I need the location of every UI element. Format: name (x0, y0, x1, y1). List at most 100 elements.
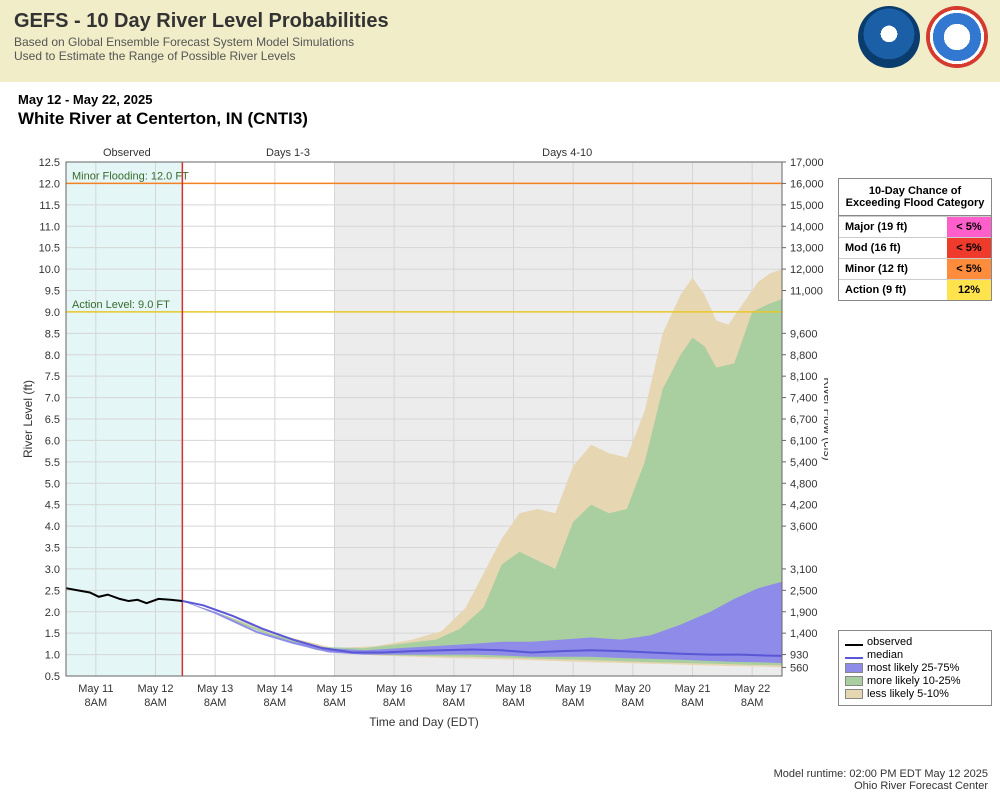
prob-row: Mod (16 ft)< 5% (839, 237, 991, 258)
svg-text:3.0: 3.0 (45, 564, 60, 576)
svg-text:5,400: 5,400 (790, 457, 818, 469)
prob-value: < 5% (947, 217, 991, 237)
legend-item: observed (845, 636, 985, 648)
station-title: White River at Centerton, IN (CNTI3) (18, 109, 1000, 129)
svg-text:May 11: May 11 (78, 683, 113, 695)
svg-text:1,900: 1,900 (790, 607, 818, 619)
svg-text:8AM: 8AM (741, 697, 764, 709)
prob-label: Minor (12 ft) (839, 259, 947, 279)
nws-logo-icon (926, 6, 988, 68)
svg-text:6.5: 6.5 (45, 414, 60, 426)
svg-text:4.5: 4.5 (45, 500, 60, 512)
svg-text:11.0: 11.0 (39, 221, 60, 233)
legend-swatch-icon (845, 657, 863, 659)
noaa-logo-icon (858, 6, 920, 68)
legend-swatch-icon (845, 644, 863, 646)
svg-text:4,800: 4,800 (790, 478, 818, 490)
svg-text:3,600: 3,600 (790, 521, 818, 533)
svg-text:2.5: 2.5 (45, 585, 60, 597)
svg-text:9.5: 9.5 (45, 286, 60, 298)
svg-text:3,100: 3,100 (790, 564, 818, 576)
svg-text:7.5: 7.5 (45, 371, 60, 383)
svg-text:560: 560 (790, 662, 808, 674)
svg-text:8AM: 8AM (204, 697, 227, 709)
svg-text:May 19: May 19 (555, 683, 591, 695)
svg-text:4,200: 4,200 (790, 500, 818, 512)
svg-text:Minor Flooding: 12.0 FT: Minor Flooding: 12.0 FT (72, 170, 189, 182)
date-range: May 12 - May 22, 2025 (18, 92, 1000, 107)
svg-text:May 15: May 15 (316, 683, 352, 695)
legend-swatch-icon (845, 689, 863, 699)
prob-value: < 5% (947, 238, 991, 258)
svg-text:6,700: 6,700 (790, 414, 818, 426)
svg-text:May 18: May 18 (495, 683, 531, 695)
legend-label: observed (867, 636, 912, 648)
svg-text:May 17: May 17 (436, 683, 472, 695)
svg-text:Days 1-3: Days 1-3 (266, 147, 310, 159)
svg-text:12.0: 12.0 (39, 178, 60, 190)
svg-text:12,000: 12,000 (790, 264, 824, 276)
header-sub2: Used to Estimate the Range of Possible R… (14, 49, 986, 63)
svg-text:11.5: 11.5 (39, 200, 60, 212)
page-title: GEFS - 10 Day River Level Probabilities (14, 10, 986, 33)
svg-text:2.0: 2.0 (45, 607, 60, 619)
svg-text:5.0: 5.0 (45, 478, 60, 490)
svg-text:9,600: 9,600 (790, 328, 818, 340)
legend-label: less likely 5-10% (867, 688, 949, 700)
svg-text:6.0: 6.0 (45, 435, 60, 447)
legend-item: more likely 10-25% (845, 675, 985, 687)
svg-text:13,000: 13,000 (790, 243, 824, 255)
legend-label: more likely 10-25% (867, 675, 961, 687)
prob-value: 12% (947, 280, 991, 300)
svg-text:8AM: 8AM (502, 697, 525, 709)
svg-text:8AM: 8AM (264, 697, 287, 709)
svg-text:15,000: 15,000 (790, 200, 824, 212)
legend-swatch-icon (845, 676, 863, 686)
svg-text:May 20: May 20 (615, 683, 651, 695)
legend-item: most likely 25-75% (845, 662, 985, 674)
svg-text:Action Level: 9.0 FT: Action Level: 9.0 FT (72, 299, 170, 311)
prob-table-title: 10-Day Chance of Exceeding Flood Categor… (839, 179, 991, 216)
header-banner: GEFS - 10 Day River Level Probabilities … (0, 0, 1000, 82)
svg-text:1,400: 1,400 (790, 628, 818, 640)
svg-text:8,100: 8,100 (790, 371, 818, 383)
svg-text:May 21: May 21 (674, 683, 710, 695)
svg-text:8,800: 8,800 (790, 350, 818, 362)
svg-text:8AM: 8AM (323, 697, 346, 709)
svg-text:8AM: 8AM (144, 697, 167, 709)
svg-text:Days 4-10: Days 4-10 (542, 147, 592, 159)
svg-text:7.0: 7.0 (45, 393, 60, 405)
legend-label: most likely 25-75% (867, 662, 959, 674)
svg-text:May 22: May 22 (734, 683, 770, 695)
svg-text:River Level (ft): River Level (ft) (21, 380, 35, 458)
svg-text:8AM: 8AM (443, 697, 466, 709)
svg-text:8AM: 8AM (622, 697, 645, 709)
prob-row: Action (9 ft)12% (839, 279, 991, 300)
header-sub1: Based on Global Ensemble Forecast System… (14, 35, 986, 49)
svg-text:9.0: 9.0 (45, 307, 60, 319)
forecast-center: Ohio River Forecast Center (774, 780, 988, 792)
prob-label: Major (19 ft) (839, 217, 947, 237)
footer: Model runtime: 02:00 PM EDT May 12 2025 … (774, 768, 988, 792)
prob-label: Mod (16 ft) (839, 238, 947, 258)
svg-text:3.5: 3.5 (45, 543, 60, 555)
svg-text:7,400: 7,400 (790, 393, 818, 405)
svg-text:8.5: 8.5 (45, 328, 60, 340)
svg-text:8AM: 8AM (681, 697, 704, 709)
svg-text:Observed: Observed (103, 147, 151, 159)
prob-value: < 5% (947, 259, 991, 279)
svg-text:8AM: 8AM (85, 697, 108, 709)
legend-label: median (867, 649, 903, 661)
svg-text:10.5: 10.5 (39, 243, 60, 255)
svg-text:4.0: 4.0 (45, 521, 60, 533)
svg-text:2,500: 2,500 (790, 585, 818, 597)
svg-text:0.5: 0.5 (45, 671, 60, 683)
chart-legend: observedmedianmost likely 25-75%more lik… (838, 630, 992, 706)
svg-text:River Flow (cfs): River Flow (cfs) (821, 377, 828, 460)
prob-label: Action (9 ft) (839, 280, 947, 300)
svg-text:1.0: 1.0 (45, 650, 60, 662)
prob-row: Major (19 ft)< 5% (839, 216, 991, 237)
svg-text:8AM: 8AM (562, 697, 585, 709)
svg-text:17,000: 17,000 (790, 157, 824, 169)
svg-text:12.5: 12.5 (39, 157, 60, 169)
